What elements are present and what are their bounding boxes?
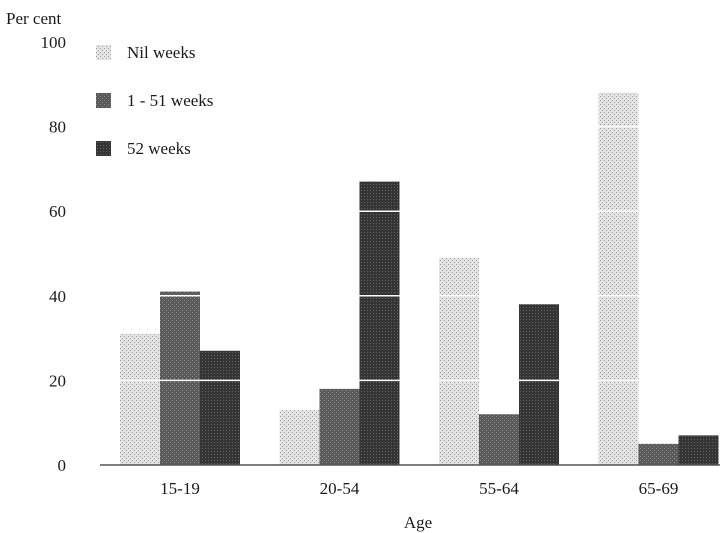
bar-20-54-series-0 (279, 410, 320, 465)
bar-65-69-series-1 (638, 443, 679, 465)
legend-swatch (96, 93, 111, 108)
y-axis-ticks: 0 20 40 60 80 100 (41, 33, 67, 475)
bar-15-19-series-0 (120, 333, 160, 465)
bar-20-54-series-1 (319, 388, 360, 465)
y-axis-label: Per cent (6, 9, 62, 28)
bar-15-19-series-2 (200, 350, 240, 465)
y-tick-label: 100 (41, 33, 67, 52)
legend-label: 1 - 51 weeks (127, 91, 213, 110)
x-axis-label: Age (404, 513, 432, 532)
bar-65-69-series-2 (678, 435, 719, 465)
x-tick-label: 15-19 (160, 479, 200, 498)
bars (120, 92, 719, 465)
legend-label: 52 weeks (127, 139, 191, 158)
x-axis-ticks: 15-19 20-54 55-64 65-69 (160, 479, 678, 498)
x-tick-label: 55-64 (479, 479, 519, 498)
y-tick-label: 0 (58, 456, 67, 475)
legend-label: Nil weeks (127, 43, 195, 62)
y-tick-label: 80 (49, 118, 66, 137)
y-tick-label: 60 (49, 202, 66, 221)
bar-65-69-series-0 (598, 92, 639, 465)
x-tick-label: 20-54 (320, 479, 360, 498)
bar-20-54-series-2 (359, 181, 400, 465)
legend: Nil weeks 1 - 51 weeks 52 weeks (96, 43, 213, 158)
x-tick-label: 65-69 (639, 479, 679, 498)
bar-15-19-series-1 (160, 291, 200, 465)
bar-55-64-series-0 (439, 257, 479, 465)
y-tick-label: 20 (49, 371, 66, 390)
y-tick-label: 40 (49, 287, 66, 306)
bar-55-64-series-1 (479, 414, 519, 465)
legend-swatch (96, 45, 111, 60)
bar-55-64-series-2 (519, 304, 559, 465)
bar-gridlines (120, 125, 639, 382)
legend-swatch (96, 141, 111, 156)
